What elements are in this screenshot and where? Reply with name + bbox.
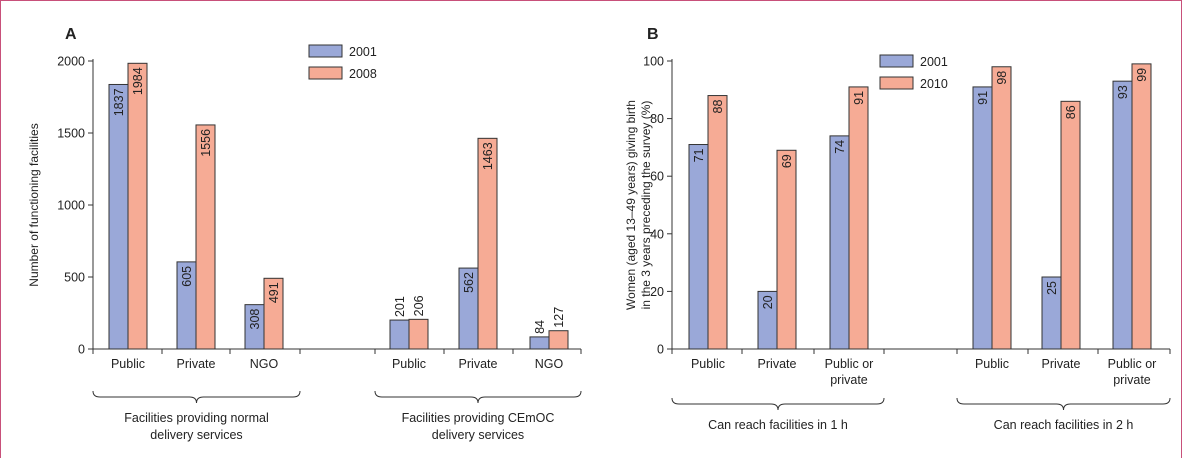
panel-a-bar-value-label: 206 (412, 295, 426, 316)
panel-a-group-brace (92, 390, 301, 404)
panel-b-legend-swatch (879, 76, 914, 90)
panel-b-bar-2010 (1131, 63, 1152, 350)
panel-b-bar-value-label: 20 (761, 295, 775, 309)
panel-a-bar-2001 (529, 336, 550, 350)
panel-b-y-tick-label: 20 (650, 285, 664, 299)
panel-b-bar-2001 (688, 144, 709, 350)
panel-b-bar-2001 (972, 86, 993, 350)
panel-a-bar-value-label: 1984 (131, 67, 145, 95)
panel-b-bar-value-label: 99 (1135, 68, 1149, 82)
panel-a-bar-2008 (127, 62, 148, 350)
panel-b-x-tick-label: Public (975, 357, 1009, 371)
panel-a-x-tick-label: Private (459, 357, 498, 371)
panel-b-y-tick-label: 80 (650, 112, 664, 126)
panel-a-bar-value-label: 1556 (199, 129, 213, 157)
panel-b-bar-value-label: 98 (995, 71, 1009, 85)
panel-b-bar-2010 (848, 86, 869, 350)
panel-a-bar-2008 (263, 277, 284, 350)
panel-b-x-tick-label: private (1113, 373, 1151, 387)
panel-b-bar-2001 (829, 135, 850, 350)
panel-b-bar-value-label: 88 (711, 100, 725, 114)
panel-a-legend-label: 2008 (349, 67, 377, 81)
panel-a-bar-2008 (477, 137, 498, 350)
panel-a-group-label: delivery services (150, 428, 242, 442)
panel-b-group-label: Can reach facilities in 2 h (994, 418, 1134, 432)
panel-a-bar-2008 (408, 318, 429, 350)
panel-a-letter: A (65, 26, 77, 43)
panel-a-bar-2008 (548, 330, 569, 350)
panel-a-bar-value-label: 127 (552, 307, 566, 328)
panel-b-group-label: Can reach facilities in 1 h (708, 418, 848, 432)
panel-a-legend-label: 2001 (349, 45, 377, 59)
panel-a-bar-value-label: 562 (462, 272, 476, 293)
panel-b-group-brace (671, 397, 885, 411)
panel-a-y-tick-label: 0 (78, 343, 85, 357)
panel-b-bar-2010 (991, 66, 1012, 350)
panel-b-letter: B (647, 26, 659, 43)
panel-b-y-tick-label: 40 (650, 227, 664, 241)
panel-a-bar-value-label: 605 (180, 266, 194, 287)
panel-a-bar-value-label: 1463 (481, 142, 495, 170)
panel-b-y-tick-label: 0 (657, 343, 664, 357)
panel-a-bar-2001 (389, 319, 410, 350)
panel-b-bar-value-label: 69 (780, 154, 794, 168)
panel-a-y-tick-label: 1500 (57, 127, 85, 141)
panel-b-y-axis-label: Women (aged 13–49 years) giving birth (624, 100, 638, 310)
panel-b-x-tick-label: Public (691, 357, 725, 371)
panel-b-legend-swatch (879, 54, 914, 68)
panel-a-legend-swatch (308, 44, 343, 58)
panel-a-x-tick-label: Public (111, 357, 145, 371)
panel-a-group-label: Facilities providing CEmOC (402, 411, 555, 425)
panel-a-group-brace (374, 390, 582, 404)
panel-a-x-tick-label: Private (177, 357, 216, 371)
panel-b-legend-label: 2001 (920, 55, 948, 69)
panel-a-x-tick-label: NGO (250, 357, 279, 371)
panel-b-chart: 0 20 40 60 80 100 Women (aged 13–49 years) giv… (624, 54, 1171, 432)
panel-a-bar-value-label: 201 (393, 296, 407, 317)
panel-a-y-tick-label: 2000 (57, 55, 85, 69)
panel-b-bar-2010 (1060, 100, 1081, 350)
panel-a-y-tick-label: 1000 (57, 199, 85, 213)
panel-b-y-tick-label: 60 (650, 170, 664, 184)
panel-b-bar-2010 (707, 95, 728, 350)
panel-b-bar-value-label: 71 (692, 148, 706, 162)
panel-a-bar-value-label: 308 (248, 309, 262, 330)
panel-b-x-tick-label: Private (1042, 357, 1081, 371)
panel-b-y-tick-label: 100 (643, 55, 664, 69)
panel-b-bar-2010 (776, 149, 797, 350)
panel-b-x-tick-label: Public or (1108, 357, 1157, 371)
panel-a-group-label: Facilities providing normal (124, 411, 269, 425)
panel-b-bar-value-label: 86 (1064, 105, 1078, 119)
panel-b-group-brace (956, 397, 1171, 411)
panel-b-bar-value-label: 25 (1045, 281, 1059, 295)
panel-b-x-tick-label: private (830, 373, 868, 387)
panel-a-bar-value-label: 1837 (112, 88, 126, 116)
panel-a-x-tick-label: NGO (535, 357, 564, 371)
panel-a-bar-2001 (108, 83, 129, 350)
panel-b-y-axis-label: in the 3 years preceding the survey (%) (639, 101, 653, 310)
panel-a-bar-value-label: 491 (267, 282, 281, 303)
panel-b-bar-value-label: 91 (976, 91, 990, 105)
panel-b-bar-value-label: 74 (833, 140, 847, 154)
panel-b-x-tick-label: Public or (825, 357, 874, 371)
panel-b-bar-value-label: 91 (852, 91, 866, 105)
panel-a-x-tick-label: Public (392, 357, 426, 371)
panel-a-bar-2008 (195, 124, 216, 350)
panel-b-bar-value-label: 93 (1116, 85, 1130, 99)
panel-a-bar-value-label: 84 (533, 320, 547, 334)
panel-b-legend-label: 2010 (920, 77, 948, 91)
panel-b-bar-2001 (1112, 80, 1133, 350)
panel-a-group-label: delivery services (432, 428, 524, 442)
panel-a-y-axis-label: Number of functioning facilities (27, 123, 41, 286)
panel-a-chart: 0 500 1000 1500 2000 Number of functioning fa… (27, 44, 582, 442)
panel-a-legend-swatch (308, 66, 343, 80)
panel-a-y-tick-label: 500 (64, 271, 85, 285)
panel-b-x-tick-label: Private (758, 357, 797, 371)
